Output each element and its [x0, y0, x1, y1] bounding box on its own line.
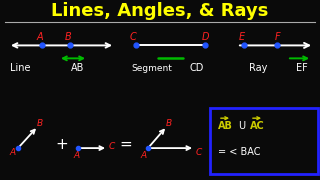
- Text: Lines, Angles, & Rays: Lines, Angles, & Rays: [51, 3, 269, 21]
- Text: U: U: [238, 121, 245, 131]
- Text: +: +: [56, 137, 68, 152]
- Text: Line: Line: [10, 63, 30, 73]
- Text: B: B: [65, 32, 71, 42]
- Text: D: D: [201, 32, 209, 42]
- Text: Segment: Segment: [132, 64, 172, 73]
- Text: F: F: [275, 32, 281, 42]
- Text: AB: AB: [218, 121, 233, 131]
- Text: Ray: Ray: [249, 63, 267, 73]
- Text: AC: AC: [250, 121, 265, 131]
- Text: A: A: [74, 151, 80, 160]
- Bar: [210, 108, 318, 174]
- Text: A: A: [141, 151, 147, 160]
- Text: CD: CD: [190, 63, 204, 73]
- Text: B: B: [37, 119, 43, 128]
- Text: = < BAC: = < BAC: [218, 147, 260, 157]
- Text: E: E: [239, 32, 245, 42]
- Text: A: A: [37, 32, 43, 42]
- Text: C: C: [196, 148, 202, 157]
- Text: A: A: [10, 148, 16, 157]
- Text: C: C: [109, 142, 115, 151]
- Text: B: B: [166, 119, 172, 128]
- Text: EF: EF: [296, 63, 308, 73]
- Text: AB: AB: [71, 63, 85, 73]
- Text: C: C: [130, 32, 136, 42]
- Text: =: =: [120, 137, 132, 152]
